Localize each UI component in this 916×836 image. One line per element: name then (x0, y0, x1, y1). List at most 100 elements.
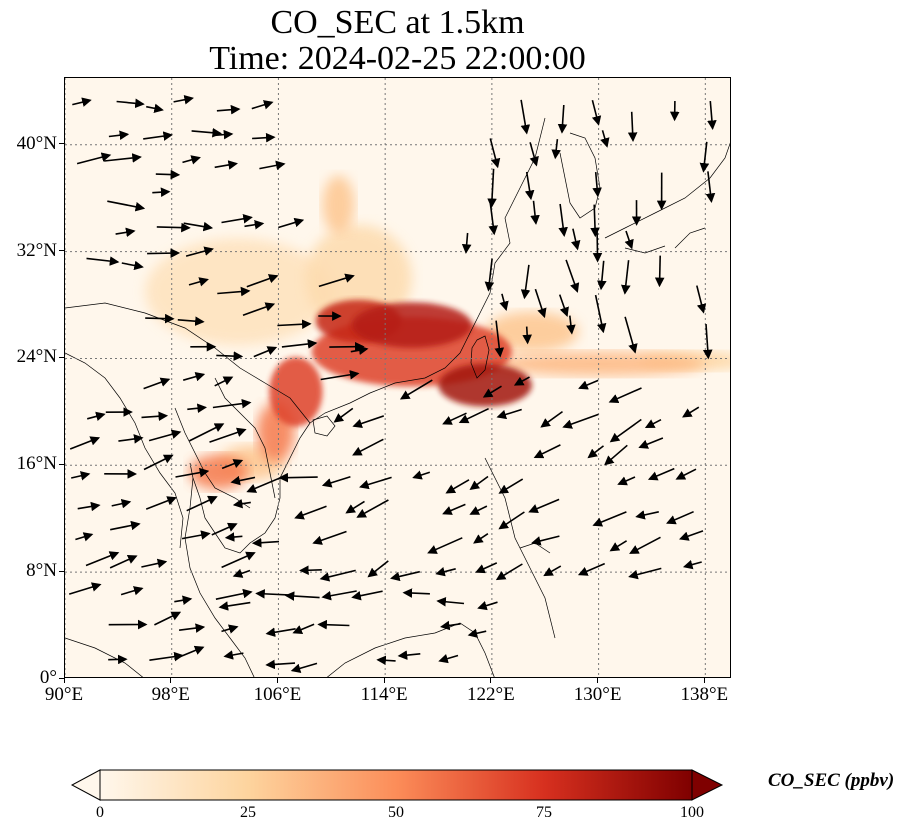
wind-arrow (477, 601, 498, 611)
wind-arrow (188, 277, 209, 287)
wind-arrow (675, 468, 697, 480)
wind-arrow (647, 467, 675, 481)
lat-tick-mark (59, 677, 64, 679)
wind-arrow (292, 623, 315, 634)
wind-arrow (644, 418, 662, 429)
wind-arrow (520, 99, 531, 135)
wind-arrow (156, 222, 191, 233)
wind-arrow (217, 286, 251, 297)
wind-arrow (230, 475, 256, 486)
wind-arrow (173, 95, 194, 105)
wind-arrow (141, 411, 169, 422)
wind-arrow (147, 248, 181, 258)
lat-tick-label: 40°N (16, 132, 57, 154)
wind-arrow (317, 619, 350, 630)
wind-arrow (143, 454, 174, 471)
wind-arrow (590, 204, 600, 238)
wind-arrow (494, 320, 505, 358)
wind-arrow (278, 217, 305, 229)
wind-arrow (442, 503, 466, 515)
wind-arrow (329, 341, 365, 352)
wind-arrow (495, 563, 523, 581)
wind-arrow (587, 445, 604, 459)
lat-tick-mark (59, 250, 64, 252)
wind-arrow (558, 294, 569, 318)
map-gridlines (65, 78, 730, 677)
wind-arrow (252, 132, 276, 143)
lon-tick-label: 130°E (573, 684, 622, 705)
wind-arrow (209, 427, 247, 443)
plume-fujian-zhejiang-core (351, 302, 472, 348)
wind-arrow (350, 345, 369, 355)
lat-tick-label: 32°N (16, 239, 57, 261)
wind-arrow (498, 478, 524, 494)
colorbar-tick-label: 50 (388, 804, 404, 821)
wind-arrow (149, 651, 184, 662)
map-panel[interactable] (64, 77, 731, 678)
wind-arrow (319, 569, 356, 582)
wind-arrow (213, 129, 234, 140)
wind-arrow (232, 568, 251, 578)
wind-arrow (531, 535, 560, 546)
japan-coastline (604, 142, 730, 254)
wind-arrow (212, 398, 252, 409)
wind-arrow (221, 551, 256, 569)
wind-arrow (551, 139, 561, 160)
wind-arrow (621, 260, 631, 295)
wind-arrow (278, 472, 318, 483)
wind-arrow (111, 498, 132, 509)
wind-arrow (145, 496, 177, 510)
wind-arrow (224, 532, 243, 542)
wind-arrow (624, 230, 634, 250)
plume-gulf-of-tonkin (269, 357, 323, 427)
wind-arrow (412, 470, 431, 480)
plume-north-china (322, 175, 355, 235)
wind-arrow (473, 533, 489, 544)
wind-arrow (148, 429, 182, 442)
wind-arrow (232, 498, 251, 509)
plume-taiwan-east-core (438, 363, 532, 407)
lon-tick-mark (490, 678, 492, 683)
malay-peninsula-coastline (184, 477, 255, 677)
wind-arrow (469, 505, 488, 515)
wind-arrow (320, 370, 360, 381)
wind-arrow (214, 376, 234, 387)
wind-arrow (218, 601, 251, 611)
wind-arrow (571, 228, 581, 251)
wind-arrow (705, 171, 716, 203)
plume-thailand-laos (189, 454, 248, 490)
wind-arrow (682, 406, 700, 418)
wind-arrow (558, 203, 568, 237)
wind-arrow (489, 138, 501, 169)
wind-arrow (592, 231, 603, 263)
wind-arrow (359, 476, 392, 490)
wind-arrow (246, 476, 283, 493)
wind-arrow (182, 155, 201, 165)
colorbar-tick-label: 100 (680, 804, 704, 821)
wind-arrow (174, 595, 193, 605)
hainan-coastline (312, 415, 336, 437)
wind-arrow (109, 555, 138, 569)
wind-arrow (604, 444, 628, 466)
wind-arrow (600, 130, 610, 148)
wind-arrow (461, 232, 472, 254)
wind-arrow (183, 221, 214, 232)
wind-arrow (182, 371, 206, 382)
wind-arrow (592, 172, 602, 198)
wind-arrow (397, 650, 421, 660)
map-canvas[interactable] (65, 78, 731, 678)
wind-arrow (294, 505, 327, 520)
lat-tick-mark (59, 463, 64, 465)
wind-arrow (562, 413, 599, 429)
wind-arrow (110, 520, 141, 531)
map-title: CO_SEC at 1.5km (270, 4, 525, 41)
wind-arrow (654, 255, 665, 288)
wind-arrow (251, 100, 274, 110)
wind-arrow (143, 377, 171, 390)
wind-arrow (591, 100, 602, 126)
wind-arrow (186, 495, 218, 512)
wind-arrow (181, 530, 211, 540)
wind-arrow (177, 316, 205, 326)
wind-arrow (438, 654, 459, 664)
wind-arrow (696, 285, 707, 314)
